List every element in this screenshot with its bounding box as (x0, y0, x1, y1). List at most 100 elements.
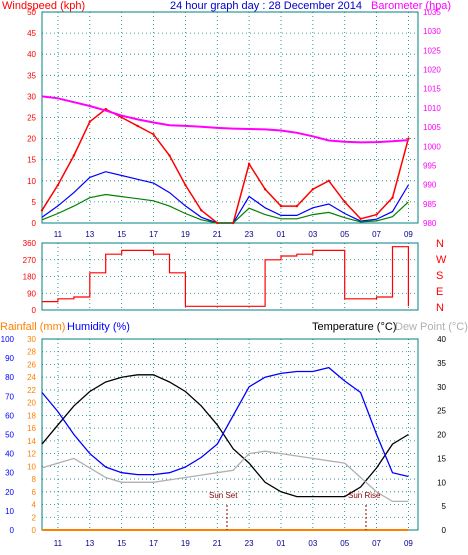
rainfall-axis-label: Rainfall (mm) (0, 321, 65, 333)
baro-y-tick-label: 1015 (423, 85, 441, 94)
x-tick-label: 09 (404, 539, 413, 548)
windspeed-point (343, 200, 346, 204)
rainfall-y-tick-label: 16 (27, 424, 36, 433)
x-tick-label: 19 (181, 230, 190, 239)
dewpoint-axis-label: Dew Point (°C) (395, 321, 468, 333)
temperature-y-tick-label: 20 (437, 431, 446, 440)
baro-y-tick-label: 985 (423, 200, 437, 209)
humidity-y-tick-label: 60 (5, 411, 14, 420)
x-tick-label: 07 (372, 230, 381, 239)
wind-y-tick-label: 10 (27, 177, 36, 186)
windspeed-point (391, 196, 394, 199)
windspeed-point (168, 154, 171, 157)
temperature-y-tick-label: 0 (442, 526, 447, 535)
humidity-series-line (41, 366, 409, 478)
humidity-axis-label: Humidity (%) (67, 321, 130, 333)
rainfall-y-tick-label: 6 (32, 488, 37, 497)
temperature-y-tick-label: 25 (437, 407, 446, 416)
rainfall-y-tick-label: 2 (32, 513, 37, 522)
barometer-series-line (41, 95, 409, 144)
humidity-y-tick-label: 10 (5, 507, 14, 516)
x-tick-label: 03 (308, 539, 317, 548)
x-tick-label: 11 (54, 539, 63, 548)
direction-y-tick-label: 360 (23, 239, 37, 248)
sunset-label: Sun Set (209, 491, 238, 500)
temperature-series-line (41, 374, 409, 498)
x-tick-label: 17 (149, 539, 158, 548)
rainfall-y-tick-label: 26 (27, 360, 36, 369)
temperature-axis-label: Temperature (°C) (312, 321, 396, 333)
compass-letter: N (436, 238, 444, 250)
direction-y-tick-label: 270 (23, 256, 37, 265)
wind-y-tick-label: 45 (27, 29, 36, 38)
windspeed-point (375, 213, 378, 216)
x-tick-label: 17 (149, 230, 158, 239)
windspeed-point (359, 217, 362, 220)
windspeed-average-line (41, 171, 409, 224)
rainfall-y-tick-label: 30 (27, 335, 36, 344)
windspeed-point (120, 116, 123, 119)
baro-y-tick-label: 980 (423, 219, 437, 228)
windspeed-point (263, 188, 267, 191)
windspeed-point (136, 124, 139, 128)
wind-y-tick-label: 0 (32, 219, 37, 228)
baro-y-tick-label: 1035 (423, 8, 441, 17)
temperature-y-tick-label: 40 (437, 335, 446, 344)
windspeed-point (184, 183, 187, 187)
compass-letter: E (436, 286, 443, 298)
windspeed-point (200, 209, 203, 212)
rainfall-y-tick-label: 4 (32, 501, 37, 510)
windspeed-point (72, 154, 76, 157)
windspeed-point (40, 209, 44, 212)
compass-letter: N (436, 302, 444, 314)
humidity-y-tick-label: 30 (5, 469, 14, 478)
windspeed-point (327, 179, 330, 182)
x-tick-label: 19 (181, 539, 190, 548)
x-tick-label: 05 (340, 539, 349, 548)
x-tick-label: 23 (245, 230, 254, 239)
rainfall-y-tick-label: 28 (27, 348, 36, 357)
rainfall-y-tick-label: 24 (27, 373, 36, 382)
humidity-y-tick-label: 90 (5, 354, 14, 363)
x-tick-label: 11 (54, 230, 63, 239)
dewpoint-series-line (41, 450, 409, 503)
baro-y-tick-label: 1005 (423, 123, 441, 132)
baro-y-tick-label: 990 (423, 181, 437, 190)
wind-y-tick-label: 15 (27, 156, 36, 165)
x-tick-label: 09 (404, 230, 413, 239)
humidity-y-tick-label: 20 (5, 488, 14, 497)
baro-y-tick-label: 1000 (423, 142, 441, 151)
wind-y-tick-label: 25 (27, 114, 36, 123)
direction-y-tick-label: 180 (23, 273, 37, 282)
windspeed-axis-label: Windspeed (kph) (2, 0, 85, 12)
barometer-axis-label: Barometer (hpa) (371, 0, 451, 12)
windspeed-point (104, 107, 107, 111)
wind-y-tick-label: 35 (27, 71, 36, 80)
rainfall-y-tick-label: 8 (32, 475, 37, 484)
rainfall-y-tick-label: 0 (32, 526, 37, 535)
rainfall-y-tick-label: 22 (27, 386, 36, 395)
humidity-y-tick-label: 0 (10, 526, 15, 535)
x-tick-label: 15 (117, 230, 126, 239)
x-tick-label: 15 (117, 539, 126, 548)
baro-y-tick-label: 1010 (423, 104, 441, 113)
wind-direction-series-line (42, 246, 409, 307)
windspeed-point (88, 120, 91, 123)
windspeed-series-line (41, 108, 410, 224)
windspeed-point (152, 133, 155, 136)
windspeed-point (231, 221, 235, 225)
rainfall-y-tick-label: 14 (27, 437, 36, 446)
x-tick-label: 21 (213, 230, 222, 239)
direction-y-tick-label: 90 (27, 289, 36, 298)
wind-y-tick-label: 5 (32, 198, 37, 207)
temperature-y-tick-label: 5 (442, 502, 447, 511)
x-tick-label: 01 (277, 539, 286, 548)
baro-y-tick-label: 1020 (423, 66, 441, 75)
rainfall-y-tick-label: 18 (27, 411, 36, 420)
x-tick-label: 21 (213, 539, 222, 548)
windspeed-point (247, 162, 251, 166)
humidity-y-tick-label: 40 (5, 450, 14, 459)
rainfall-y-tick-label: 10 (27, 462, 36, 471)
